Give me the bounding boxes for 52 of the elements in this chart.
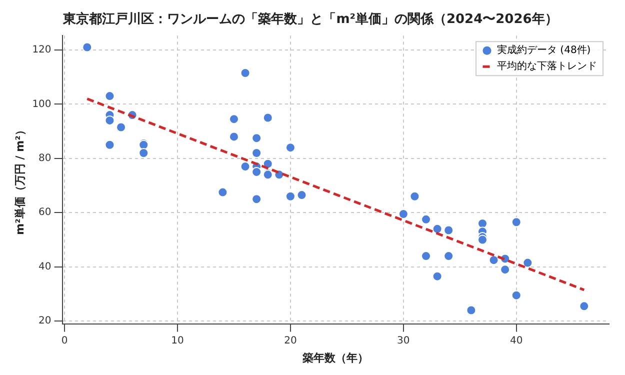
y-tick-label: 40: [38, 261, 52, 272]
point: [488, 255, 499, 266]
x-tick-label: 0: [61, 335, 68, 346]
point: [579, 301, 590, 312]
point: [410, 191, 420, 202]
legend-label: 実成約データ (48件): [497, 44, 591, 56]
point: [500, 264, 510, 275]
point: [138, 148, 149, 158]
point: [82, 42, 92, 52]
point: [398, 208, 408, 219]
point: [466, 305, 476, 316]
x-tick-label: 20: [284, 335, 297, 346]
point: [477, 234, 488, 245]
x-tick-label: 30: [397, 335, 410, 346]
x-axis-title: 築年数（年）: [302, 351, 369, 364]
point: [104, 115, 115, 126]
point: [296, 190, 307, 200]
point: [252, 148, 262, 158]
y-tick-label: 80: [38, 153, 52, 164]
x-tick-label: 10: [171, 335, 184, 346]
point: [252, 133, 262, 144]
point: [252, 166, 262, 177]
x-tick-label: 40: [510, 335, 523, 346]
point: [477, 218, 488, 228]
point: [218, 187, 228, 198]
point: [228, 114, 239, 124]
point: [432, 224, 442, 234]
point: [116, 122, 126, 132]
point: [240, 162, 250, 172]
chart-title: 東京都江戸川区：ワンルームの「築年数」と「m²単価」の関係（2024〜2026年）: [62, 11, 558, 28]
point: [240, 68, 250, 78]
point: [285, 191, 296, 202]
y-tick-label: 100: [32, 98, 52, 110]
point: [285, 142, 296, 153]
y-tick-label: 60: [38, 207, 52, 218]
point: [444, 225, 454, 236]
point: [522, 258, 533, 268]
point: [104, 140, 115, 150]
point: [511, 217, 522, 228]
point: [432, 271, 442, 282]
y-axis-title: m²単価（万円 / m²）: [13, 124, 26, 235]
point: [511, 290, 522, 300]
point: [421, 214, 432, 224]
point: [104, 91, 115, 102]
legend-label: 平均的な下落トレンド: [497, 60, 597, 72]
point: [252, 194, 262, 204]
point: [262, 112, 273, 123]
y-tick-label: 120: [32, 44, 52, 56]
y-tick-label: 20: [38, 316, 52, 327]
point: [228, 132, 239, 142]
point: [444, 251, 454, 262]
point: [421, 251, 432, 262]
